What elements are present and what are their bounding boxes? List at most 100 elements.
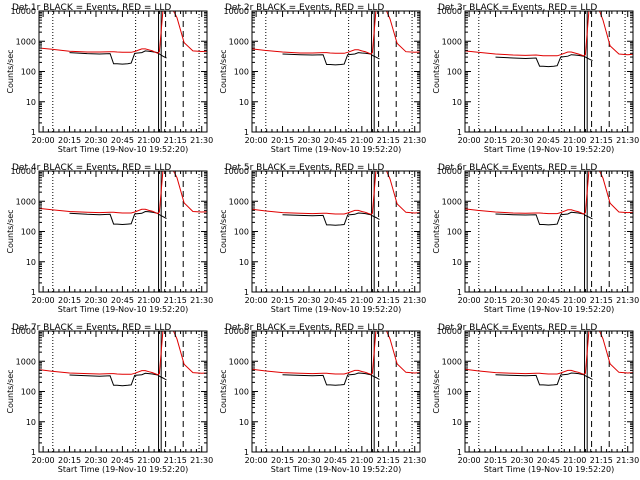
y-axis-label: Counts/sec	[6, 49, 15, 93]
x-tick-label: 20:15	[484, 136, 507, 145]
axes-frame	[251, 10, 421, 133]
y-axis-label: Counts/sec	[432, 209, 441, 253]
x-axis-label: Start Time (19-Nov-10 19:52:20)	[484, 465, 614, 474]
x-tick-label: 21:00	[563, 296, 586, 305]
y-tick-label: 1	[31, 448, 36, 457]
y-tick-label: 1	[244, 288, 249, 297]
x-tick-label: 20:45	[537, 456, 560, 465]
axes-frame	[464, 170, 634, 293]
detector-panel-3: Det 3r BLACK = Events, RED = LLD 1 10 100 10…	[432, 3, 639, 154]
y-tick-label: 1000	[229, 357, 249, 366]
x-axis-label: Start Time (19-Nov-10 19:52:20)	[58, 305, 188, 314]
y-tick-label: 10	[452, 418, 462, 427]
y-axis-label: Counts/sec	[219, 49, 228, 93]
x-tick-label: 21:00	[563, 456, 586, 465]
x-tick-label: 21:30	[190, 296, 213, 305]
x-tick-label: 21:15	[590, 136, 613, 145]
x-tick-label: 21:30	[190, 136, 213, 145]
x-tick-label: 20:00	[245, 456, 268, 465]
x-tick-label: 20:45	[111, 456, 134, 465]
plot-area	[252, 331, 420, 452]
x-tick-label: 21:30	[403, 296, 426, 305]
y-tick-label: 10	[239, 98, 249, 107]
panel-title: Det 8r BLACK = Events, RED = LLD	[225, 323, 384, 333]
y-tick-label: 100	[234, 388, 249, 397]
axes-frame	[38, 170, 208, 293]
x-tick-label: 20:15	[484, 296, 507, 305]
x-tick-label: 20:30	[297, 456, 320, 465]
lld-rate-line	[465, 171, 633, 215]
x-tick-label: 20:00	[458, 296, 481, 305]
y-tick-label: 100	[234, 68, 249, 77]
detector-panel-8: Det 8r BLACK = Events, RED = LLD 1 10 100 10…	[219, 323, 426, 474]
y-tick-label: 100	[21, 68, 36, 77]
plot-area	[465, 11, 633, 132]
x-tick-label: 21:00	[350, 456, 373, 465]
x-tick-label: 21:00	[137, 456, 160, 465]
x-tick-label: 20:45	[537, 296, 560, 305]
plot-area	[252, 11, 420, 132]
y-tick-label: 10	[239, 418, 249, 427]
events-rate-line	[495, 54, 593, 68]
panel-title: Det 9r BLACK = Events, RED = LLD	[438, 323, 597, 333]
x-tick-label: 20:45	[324, 136, 347, 145]
x-axis-label: Start Time (19-Nov-10 19:52:20)	[484, 305, 614, 314]
y-tick-label: 100	[21, 388, 36, 397]
y-tick-label: 100	[447, 228, 462, 237]
events-rate-line	[495, 211, 593, 226]
events-rate-line	[69, 50, 167, 65]
y-tick-label: 10000	[11, 7, 36, 16]
y-tick-label: 1000	[442, 197, 462, 206]
lld-rate-line	[252, 11, 420, 55]
x-tick-label: 21:30	[616, 136, 639, 145]
events-rate-line	[69, 210, 167, 226]
x-tick-label: 20:30	[297, 296, 320, 305]
x-tick-label: 20:15	[271, 456, 294, 465]
x-axis-label: Start Time (19-Nov-10 19:52:20)	[484, 145, 614, 154]
y-tick-label: 1000	[16, 357, 36, 366]
axes-frame	[38, 10, 208, 133]
x-tick-label: 20:45	[111, 136, 134, 145]
y-tick-label: 1	[244, 448, 249, 457]
events-rate-line	[282, 212, 380, 226]
x-tick-label: 20:15	[58, 456, 81, 465]
lld-rate-line	[252, 331, 420, 375]
x-tick-label: 21:15	[164, 136, 187, 145]
x-axis-label: Start Time (19-Nov-10 19:52:20)	[58, 145, 188, 154]
y-axis-label: Counts/sec	[432, 369, 441, 413]
y-tick-label: 10000	[224, 7, 249, 16]
events-rate-line	[495, 372, 593, 386]
x-tick-label: 20:15	[58, 136, 81, 145]
y-tick-label: 1000	[229, 37, 249, 46]
x-tick-label: 21:30	[403, 456, 426, 465]
y-tick-label: 1	[244, 128, 249, 137]
axes-frame	[464, 330, 634, 453]
y-tick-label: 10	[452, 98, 462, 107]
lld-rate-line	[39, 331, 207, 376]
x-tick-label: 20:45	[324, 456, 347, 465]
lld-rate-line	[39, 171, 207, 215]
x-axis-label: Start Time (19-Nov-10 19:52:20)	[271, 145, 401, 154]
x-tick-label: 20:00	[245, 296, 268, 305]
x-axis-label: Start Time (19-Nov-10 19:52:20)	[271, 305, 401, 314]
x-tick-label: 20:30	[297, 136, 320, 145]
events-rate-line	[282, 372, 380, 386]
axes-frame	[251, 330, 421, 453]
x-tick-label: 21:00	[563, 136, 586, 145]
x-axis-label: Start Time (19-Nov-10 19:52:20)	[271, 465, 401, 474]
y-tick-label: 1000	[16, 37, 36, 46]
y-axis-label: Counts/sec	[6, 369, 15, 413]
lld-rate-line	[252, 171, 420, 215]
x-tick-label: 21:30	[616, 456, 639, 465]
y-tick-label: 10000	[437, 327, 462, 336]
plot-area	[39, 331, 207, 452]
y-tick-label: 100	[447, 68, 462, 77]
y-tick-label: 1	[31, 288, 36, 297]
x-tick-label: 21:15	[590, 296, 613, 305]
lld-rate-line	[465, 11, 633, 57]
x-tick-label: 21:30	[616, 296, 639, 305]
y-tick-label: 10	[239, 258, 249, 267]
y-tick-label: 10000	[224, 327, 249, 336]
